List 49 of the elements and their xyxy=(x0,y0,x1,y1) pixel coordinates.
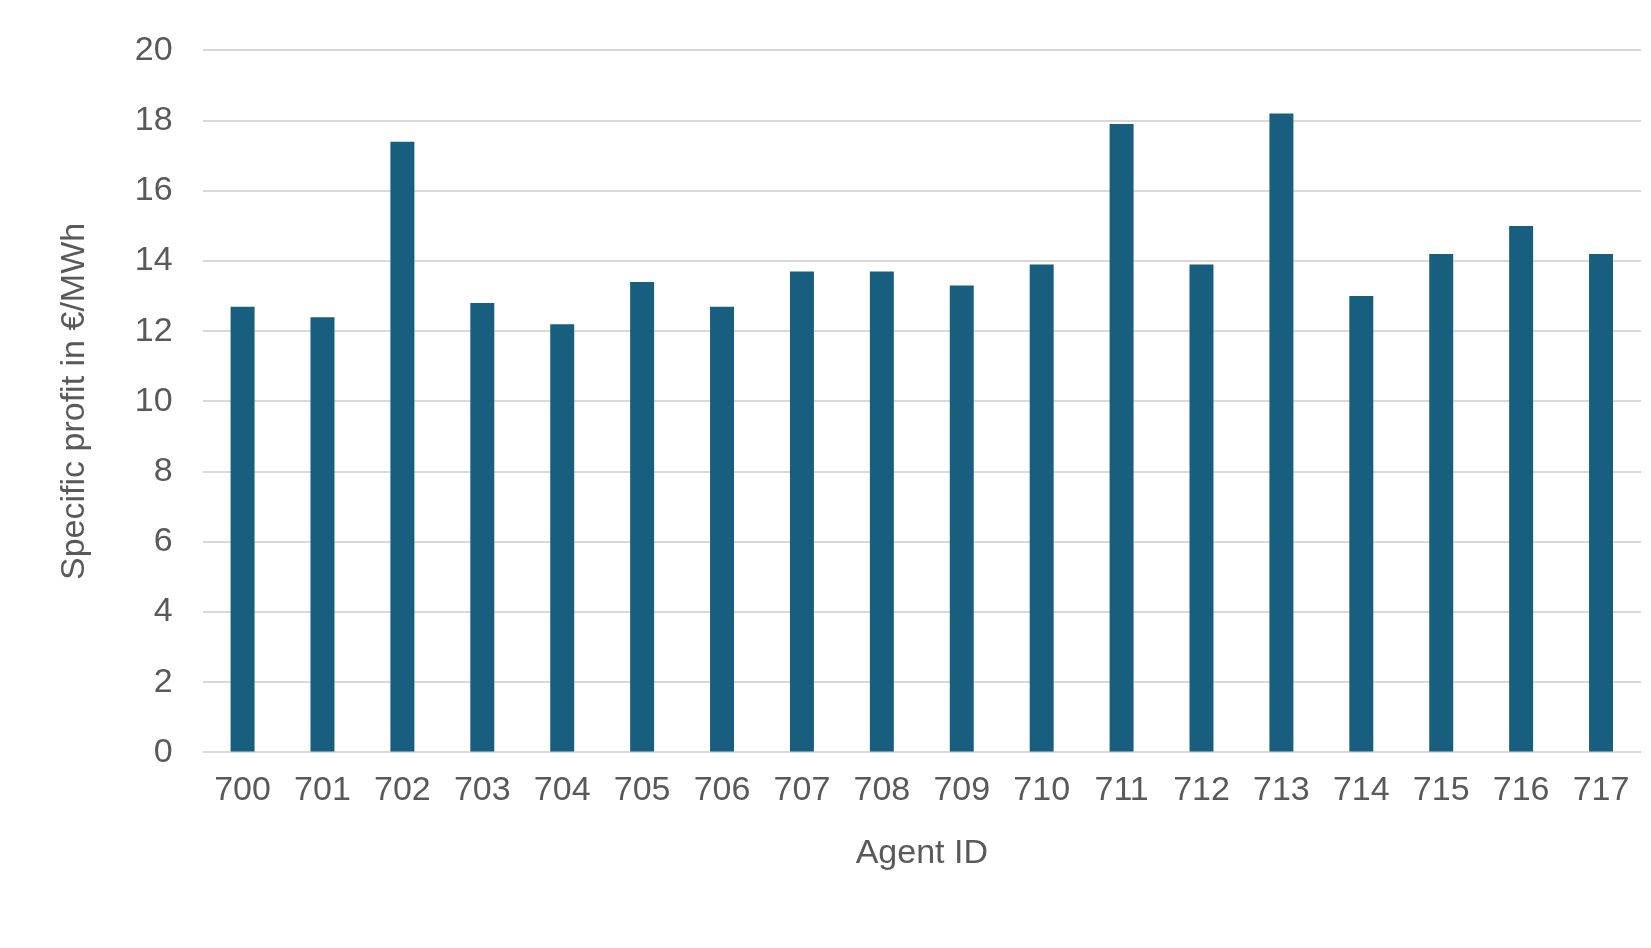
y-axis-title: Specific profit in €/MWh xyxy=(52,222,91,580)
x-tick-label: 705 xyxy=(613,769,671,808)
bar xyxy=(949,285,974,752)
bar xyxy=(869,271,894,752)
bar xyxy=(789,271,814,752)
bar xyxy=(1029,264,1054,752)
bar xyxy=(1109,124,1134,752)
bar xyxy=(710,306,735,752)
x-tick-label: 700 xyxy=(214,769,271,808)
y-tick-label: 4 xyxy=(153,590,173,629)
y-tick-label: 10 xyxy=(134,379,173,418)
x-tick-label: 708 xyxy=(853,769,911,808)
y-tick-label: 14 xyxy=(134,239,173,278)
x-tick-label: 715 xyxy=(1412,769,1470,808)
x-tick-label: 717 xyxy=(1572,769,1630,808)
x-tick-label: 701 xyxy=(294,769,351,808)
y-tick-label: 0 xyxy=(153,730,173,769)
x-tick-label: 709 xyxy=(933,769,991,808)
y-tick-label: 8 xyxy=(153,449,173,488)
bar xyxy=(230,306,255,752)
x-tick-label: 713 xyxy=(1253,769,1310,808)
bar xyxy=(470,303,495,752)
bar xyxy=(630,282,655,752)
x-tick-label: 703 xyxy=(453,769,511,808)
x-tick-label: 710 xyxy=(1013,769,1071,808)
y-tick-label: 2 xyxy=(153,660,173,699)
bar xyxy=(310,317,335,752)
bar xyxy=(1589,253,1614,752)
y-tick-label: 12 xyxy=(134,309,173,348)
y-tick-label: 20 xyxy=(134,28,173,67)
x-tick-label: 711 xyxy=(1094,769,1149,808)
y-tick-label: 16 xyxy=(134,169,173,208)
x-axis-title: Agent ID xyxy=(855,831,988,870)
y-tick-label: 6 xyxy=(153,520,173,559)
x-tick-label: 712 xyxy=(1173,769,1230,808)
x-tick-label: 714 xyxy=(1332,769,1390,808)
bar xyxy=(390,141,415,752)
y-tick-label: 18 xyxy=(134,98,173,137)
bar xyxy=(1269,113,1294,752)
bar xyxy=(1349,296,1374,752)
x-tick-label: 702 xyxy=(374,769,431,808)
bar xyxy=(550,324,575,752)
x-tick-label: 704 xyxy=(533,769,591,808)
bar xyxy=(1509,225,1534,752)
bar xyxy=(1429,253,1454,752)
x-tick-label: 707 xyxy=(773,769,831,808)
x-tick-label: 716 xyxy=(1492,769,1550,808)
bar xyxy=(1189,264,1214,752)
x-tick-label: 706 xyxy=(693,769,751,808)
